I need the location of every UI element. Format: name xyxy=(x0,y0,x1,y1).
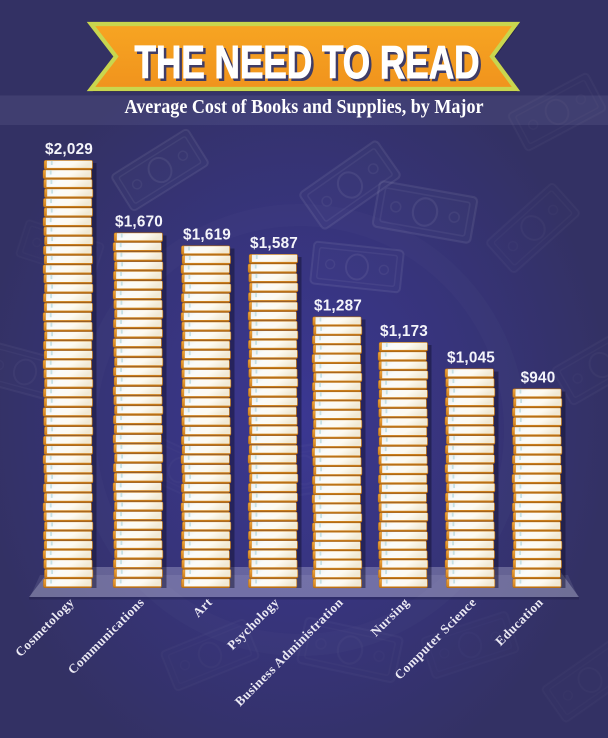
svg-text:$1,173: $1,173 xyxy=(380,323,428,340)
svg-text:$940: $940 xyxy=(521,370,556,387)
svg-text:$2,029: $2,029 xyxy=(45,141,93,158)
svg-text:THE NEED TO READ: THE NEED TO READ xyxy=(137,39,482,91)
svg-text:Average Cost of Books and Supp: Average Cost of Books and Supplies, by M… xyxy=(125,97,484,118)
svg-text:$1,045: $1,045 xyxy=(447,350,495,367)
svg-text:THE NEED TO READ: THE NEED TO READ xyxy=(135,36,480,88)
svg-text:$1,287: $1,287 xyxy=(314,298,362,315)
svg-text:$1,619: $1,619 xyxy=(183,227,231,244)
svg-text:$1,670: $1,670 xyxy=(115,214,163,231)
svg-text:$1,587: $1,587 xyxy=(250,235,298,252)
